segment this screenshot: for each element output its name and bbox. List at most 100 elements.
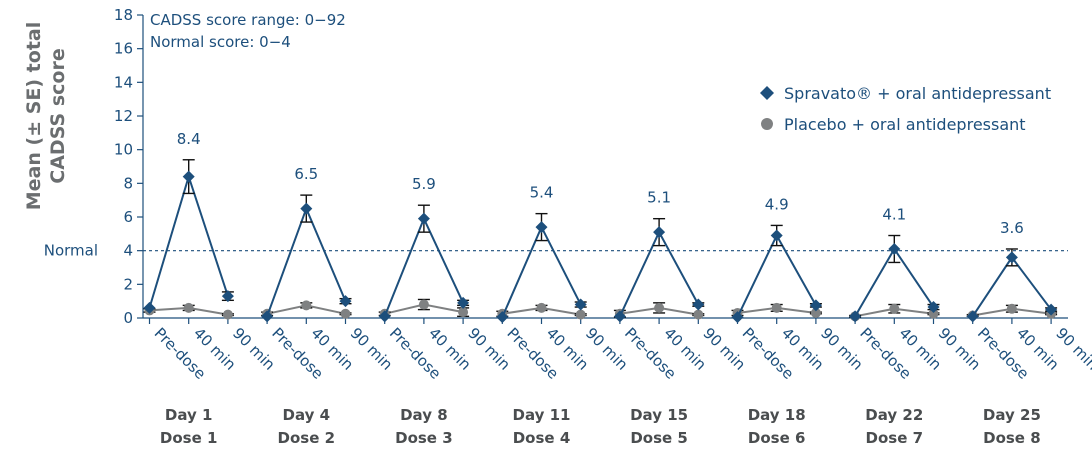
series-line-segment	[148, 173, 229, 309]
data-point-circle	[301, 300, 312, 311]
data-point-diamond	[770, 229, 783, 242]
peak-data-label: 3.6	[1000, 219, 1024, 237]
series-line-segment	[266, 205, 347, 317]
x-tick-label: 90 min	[464, 324, 514, 374]
group-day-label: Day 15	[630, 406, 688, 424]
data-point-diamond	[339, 295, 352, 308]
data-point-circle	[536, 302, 547, 313]
data-point-diamond	[143, 301, 156, 314]
group-dose-label: Dose 1	[160, 429, 218, 447]
data-point-diamond	[613, 310, 626, 323]
data-point-diamond	[261, 310, 274, 323]
data-point-diamond	[457, 296, 470, 309]
legend-marker-spravato	[760, 86, 774, 100]
y-axis-title: Mean (± SE) total CADSS score	[23, 22, 69, 211]
peak-data-label: 5.1	[647, 189, 671, 207]
y-tick-label: 6	[123, 208, 133, 226]
group-labels: Day 1 Dose 1 Day 4 Dose 2 Day 8 Dose 3 Day 11 D…	[160, 406, 1041, 447]
legend-label-spravato: Spravato® + oral antidepressant	[784, 84, 1051, 103]
data-point-diamond	[417, 212, 430, 225]
data-point-diamond	[378, 310, 391, 323]
normal-reference-line: Normal	[44, 242, 1068, 260]
x-tick-label: 90 min	[582, 324, 632, 374]
peak-data-label: 8.4	[177, 130, 201, 148]
data-point-circle	[889, 303, 900, 314]
group-day-label: Day 22	[865, 406, 923, 424]
y-tick-label: 16	[114, 40, 133, 58]
peak-data-label: 4.1	[882, 206, 906, 224]
data-point-diamond	[849, 310, 862, 323]
group-day-label: Day 25	[983, 406, 1041, 424]
group-day-label: Day 8	[400, 406, 448, 424]
group-dose-label: Dose 6	[748, 429, 806, 447]
x-tick-label: 90 min	[1052, 324, 1092, 374]
data-point-circle	[340, 308, 351, 319]
annotation-text: CADSS score range: 0−92	[150, 11, 346, 29]
peak-data-label: 5.4	[530, 184, 554, 202]
data-point-diamond	[574, 298, 587, 311]
y-tick-label: 12	[114, 107, 133, 125]
data-point-diamond	[182, 170, 195, 183]
annotation-text: Normal score: 0−4	[150, 33, 291, 51]
reference-line-label: Normal	[44, 242, 98, 260]
data-point-circle	[575, 309, 586, 320]
score-notes: CADSS score range: 0−92 Normal score: 0−4	[150, 11, 346, 51]
x-tick-label: 90 min	[347, 324, 397, 374]
group-day-label: Day 18	[748, 406, 806, 424]
data-point-circle	[183, 302, 194, 313]
data-point-circle	[458, 307, 469, 318]
data-point-circle	[928, 308, 939, 319]
data-point-diamond	[496, 311, 509, 324]
data-point-diamond	[1005, 251, 1018, 264]
data-point-circle	[1006, 303, 1017, 314]
axes: 0 2 4 6 8 10 12 14 16 18	[114, 6, 1068, 327]
data-point-circle	[810, 307, 821, 318]
x-tick-label: 90 min	[935, 324, 985, 374]
x-tick-label: 90 min	[229, 324, 279, 374]
group-day-label: Day 11	[513, 406, 571, 424]
y-axis-title-line: CADSS score	[47, 48, 69, 183]
data-point-diamond	[809, 299, 822, 312]
data-point-diamond	[888, 242, 901, 255]
data-point-diamond	[653, 226, 666, 239]
group-dose-label: Dose 2	[278, 429, 336, 447]
data-point-diamond	[1045, 303, 1058, 316]
legend-marker-placebo	[761, 118, 773, 130]
data-point-circle	[771, 302, 782, 313]
y-tick-label: 2	[123, 275, 133, 293]
legend-label-placebo: Placebo + oral antidepressant	[784, 115, 1026, 134]
peak-data-label: 5.9	[412, 175, 436, 193]
data-point-circle	[418, 299, 429, 310]
group-dose-label: Dose 5	[630, 429, 688, 447]
group-dose-label: Dose 4	[513, 429, 571, 447]
y-tick-label: 8	[123, 174, 133, 192]
data-point-circle	[654, 302, 665, 313]
data-point-diamond	[221, 290, 234, 303]
data-point-diamond	[731, 311, 744, 324]
group-dose-label: Dose 7	[866, 429, 924, 447]
series-group: 8.4 6.5 5.9 5.4 5.1 4.9 4.1 3.6	[143, 130, 1058, 324]
x-tick-label: 90 min	[699, 324, 749, 374]
y-tick-label: 0	[123, 309, 133, 327]
group-day-label: Day 1	[165, 406, 213, 424]
y-tick-label: 18	[114, 6, 133, 24]
legend: Spravato® + oral antidepressant Placebo +…	[760, 84, 1051, 134]
series-spravato	[143, 159, 1058, 324]
y-tick-label: 14	[114, 73, 133, 91]
group-dose-label: Dose 8	[983, 429, 1041, 447]
y-axis-title-line: Mean (± SE) total	[23, 22, 45, 211]
peak-data-label: 4.9	[765, 195, 789, 213]
data-point-circle	[222, 309, 233, 320]
data-point-diamond	[535, 221, 548, 234]
data-point-diamond	[966, 310, 979, 323]
group-day-label: Day 4	[283, 406, 331, 424]
data-point-diamond	[927, 301, 940, 314]
group-dose-label: Dose 3	[395, 429, 453, 447]
data-point-diamond	[692, 298, 705, 311]
data-point-circle	[693, 309, 704, 320]
peak-data-label: 6.5	[294, 165, 318, 183]
x-tick-label: 90 min	[817, 324, 867, 374]
y-tick-label: 4	[123, 242, 133, 260]
